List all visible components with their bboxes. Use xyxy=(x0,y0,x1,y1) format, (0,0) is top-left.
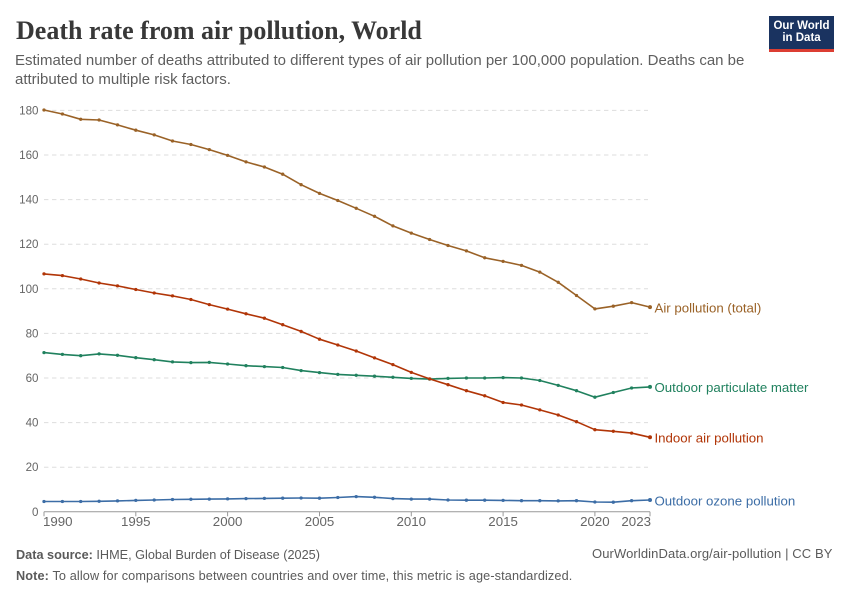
svg-text:1990: 1990 xyxy=(43,514,73,529)
svg-text:2010: 2010 xyxy=(397,514,427,529)
svg-text:Indoor air pollution: Indoor air pollution xyxy=(655,431,764,446)
svg-text:60: 60 xyxy=(26,372,39,385)
svg-text:140: 140 xyxy=(19,194,38,207)
svg-text:2015: 2015 xyxy=(488,514,518,529)
svg-text:Air pollution (total): Air pollution (total) xyxy=(655,300,762,315)
svg-text:80: 80 xyxy=(26,327,39,340)
svg-text:2000: 2000 xyxy=(213,514,243,529)
svg-text:120: 120 xyxy=(19,238,38,251)
svg-text:0: 0 xyxy=(32,506,38,519)
svg-text:1995: 1995 xyxy=(121,514,151,529)
svg-text:160: 160 xyxy=(19,149,38,162)
svg-text:100: 100 xyxy=(19,283,38,296)
svg-text:2005: 2005 xyxy=(305,514,335,529)
svg-text:180: 180 xyxy=(19,104,38,117)
svg-text:20: 20 xyxy=(26,461,39,474)
svg-text:Outdoor ozone pollution: Outdoor ozone pollution xyxy=(655,493,796,508)
svg-text:Outdoor particulate matter: Outdoor particulate matter xyxy=(655,380,810,395)
svg-text:2020: 2020 xyxy=(580,514,610,529)
svg-text:2023: 2023 xyxy=(621,514,651,529)
svg-text:40: 40 xyxy=(26,417,39,430)
